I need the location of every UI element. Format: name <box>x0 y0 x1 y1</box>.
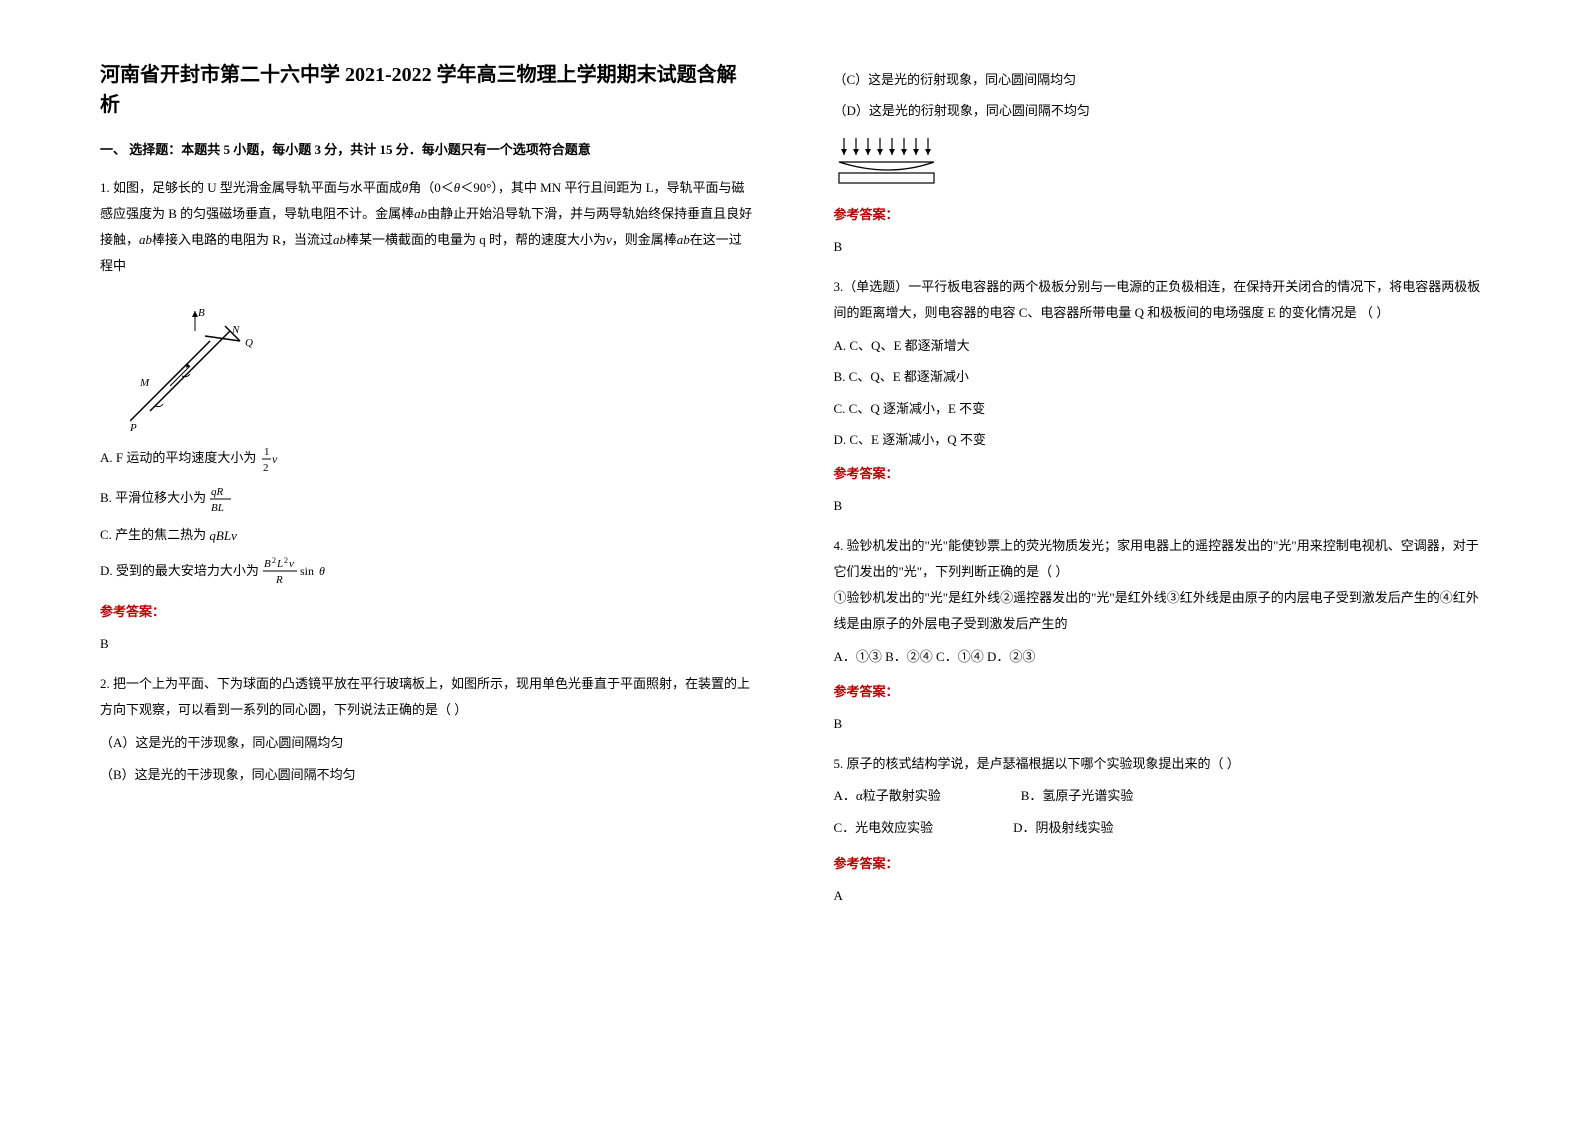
question-2-continued: （C）这是光的衍射现象，同心圆间隔均匀 （D）这是光的衍射现象，同心圆间隔不均匀 <box>834 68 1488 260</box>
svg-text:L: L <box>276 558 283 570</box>
lens-diagram <box>834 133 944 188</box>
q3-answer-label: 参考答案： <box>834 461 1488 487</box>
q1-option-c: C. 产生的焦二热为 qBLv <box>100 523 754 548</box>
q1-t1: 1. 如图，足够长的 U 型光滑金属导轨平面与水平面成 <box>100 180 402 195</box>
q2-text: 2. 把一个上为平面、下为球面的凸透镜平放在平行玻璃板上，如图所示，现用单色光垂… <box>100 671 754 723</box>
q3-option-a: A. C、Q、E 都逐渐增大 <box>834 334 1488 357</box>
svg-text:Q: Q <box>245 337 253 349</box>
q4-answer-label: 参考答案： <box>834 679 1488 705</box>
q5-option-a: A．α粒子散射实验 <box>834 783 941 809</box>
svg-text:v: v <box>289 558 294 570</box>
q1-ab-1: ab <box>414 206 427 221</box>
q1-optD-prefix: D. 受到的最大安培力大小为 <box>100 563 259 578</box>
question-3: 3.（单选题）一平行板电容器的两个极板分别与一电源的正负极相连，在保持开关闭合的… <box>834 274 1488 520</box>
q4-text2: ①验钞机发出的"光"是红外线②遥控器发出的"光"是红外线③红外线是由原子的内层电… <box>834 585 1488 637</box>
q1-optA-prefix: A. F 运动的平均速度大小为 <box>100 450 256 465</box>
q4-options: A．①③ B．②④ C．①④ D．②③ <box>834 645 1488 668</box>
svg-text:1: 1 <box>264 446 270 458</box>
svg-text:qR: qR <box>211 486 224 498</box>
q1-option-d: D. 受到的最大安培力大小为 B 2 L 2 v R sin θ <box>100 555 754 589</box>
q1-ab-4: ab <box>677 232 690 247</box>
q1-t5: 棒接入电路的电阻为 R，当流过 <box>152 232 333 247</box>
q1-t7: ，则金属棒 <box>612 232 677 247</box>
svg-text:BL: BL <box>211 502 224 514</box>
q1-formula-b: qR BL <box>209 483 235 515</box>
q1-option-a: A. F 运动的平均速度大小为 1 2 v <box>100 443 754 475</box>
q1-answer: B <box>100 631 754 657</box>
q5-row2: C．光电效应实验 D．阴极射线实验 <box>834 815 1488 841</box>
q3-text: 3.（单选题）一平行板电容器的两个极板分别与一电源的正负极相连，在保持开关闭合的… <box>834 274 1488 326</box>
q2-option-a: （A）这是光的干涉现象，同心圆间隔均匀 <box>100 731 754 754</box>
q3-option-d: D. C、E 逐渐减小，Q 不变 <box>834 428 1488 451</box>
inclined-rail-diagram: B N M P Q <box>130 291 260 431</box>
q2-option-d: （D）这是光的衍射现象，同心圆间隔不均匀 <box>834 99 1488 122</box>
q5-row1: A．α粒子散射实验 B．氢原子光谱实验 <box>834 783 1488 809</box>
svg-text:2: 2 <box>284 556 288 565</box>
q5-answer: A <box>834 883 1488 909</box>
q2-option-c: （C）这是光的衍射现象，同心圆间隔均匀 <box>834 68 1488 91</box>
q5-text: 5. 原子的核式结构学说，是卢瑟福根据以下哪个实验现象提出来的（ ） <box>834 751 1488 777</box>
q2-answer: B <box>834 234 1488 260</box>
svg-text:θ: θ <box>319 564 325 578</box>
svg-text:R: R <box>275 574 283 586</box>
q2-option-b: （B）这是光的干涉现象，同心圆间隔不均匀 <box>100 763 754 786</box>
q2-figure <box>834 133 1488 188</box>
q1-formula-d: B 2 L 2 v R sin θ <box>262 555 332 589</box>
document-title: 河南省开封市第二十六中学 2021-2022 学年高三物理上学期期末试题含解析 <box>100 60 754 120</box>
q2-answer-label: 参考答案： <box>834 202 1488 228</box>
svg-text:v: v <box>272 452 278 466</box>
q5-answer-label: 参考答案： <box>834 851 1488 877</box>
svg-text:B: B <box>264 558 271 570</box>
left-column: 河南省开封市第二十六中学 2021-2022 学年高三物理上学期期末试题含解析 … <box>100 60 754 923</box>
svg-text:N: N <box>231 324 240 336</box>
q5-option-c: C．光电效应实验 <box>834 815 934 841</box>
q1-t6: 棒某一横截面的电量为 q 时，帮的速度大小为 <box>346 232 606 247</box>
q1-figure: B N M P Q <box>130 291 754 431</box>
svg-text:P: P <box>130 422 137 431</box>
q3-answer: B <box>834 493 1488 519</box>
q1-optC-prefix: C. 产生的焦二热为 <box>100 527 206 542</box>
q1-formula-c: qBLv <box>209 524 236 547</box>
svg-text:2: 2 <box>263 462 269 474</box>
svg-text:2: 2 <box>272 556 276 565</box>
q1-formula-a: 1 2 v <box>260 443 280 475</box>
q5-option-d: D．阴极射线实验 <box>1013 815 1113 841</box>
q3-option-b: B. C、Q、E 都逐渐减小 <box>834 365 1488 388</box>
q3-option-c: C. C、Q 逐渐减小，E 不变 <box>834 397 1488 420</box>
section-1-heading: 一、 选择题：本题共 5 小题，每小题 3 分，共计 15 分．每小题只有一个选… <box>100 138 754 163</box>
svg-text:sin: sin <box>300 564 314 578</box>
q1-optB-prefix: B. 平滑位移大小为 <box>100 490 206 505</box>
question-4: 4. 验钞机发出的"光"能使钞票上的荧光物质发光；家用电器上的遥控器发出的"光"… <box>834 533 1488 736</box>
q1-text: 1. 如图，足够长的 U 型光滑金属导轨平面与水平面成θ角（0＜θ＜90°），其… <box>100 175 754 279</box>
q4-text1: 4. 验钞机发出的"光"能使钞票上的荧光物质发光；家用电器上的遥控器发出的"光"… <box>834 533 1488 585</box>
svg-text:B: B <box>198 307 205 319</box>
svg-text:M: M <box>139 377 150 389</box>
q4-answer: B <box>834 711 1488 737</box>
question-1: 1. 如图，足够长的 U 型光滑金属导轨平面与水平面成θ角（0＜θ＜90°），其… <box>100 175 754 658</box>
q1-ab-2: ab <box>139 232 152 247</box>
q1-option-b: B. 平滑位移大小为 qR BL <box>100 483 754 515</box>
q1-ab-3: ab <box>333 232 346 247</box>
question-5: 5. 原子的核式结构学说，是卢瑟福根据以下哪个实验现象提出来的（ ） A．α粒子… <box>834 751 1488 909</box>
q5-option-b: B．氢原子光谱实验 <box>1021 783 1134 809</box>
right-column: （C）这是光的衍射现象，同心圆间隔均匀 （D）这是光的衍射现象，同心圆间隔不均匀 <box>834 60 1488 923</box>
q1-t2: 角（0＜ <box>408 180 454 195</box>
question-2: 2. 把一个上为平面、下为球面的凸透镜平放在平行玻璃板上，如图所示，现用单色光垂… <box>100 671 754 786</box>
q1-answer-label: 参考答案： <box>100 599 754 625</box>
